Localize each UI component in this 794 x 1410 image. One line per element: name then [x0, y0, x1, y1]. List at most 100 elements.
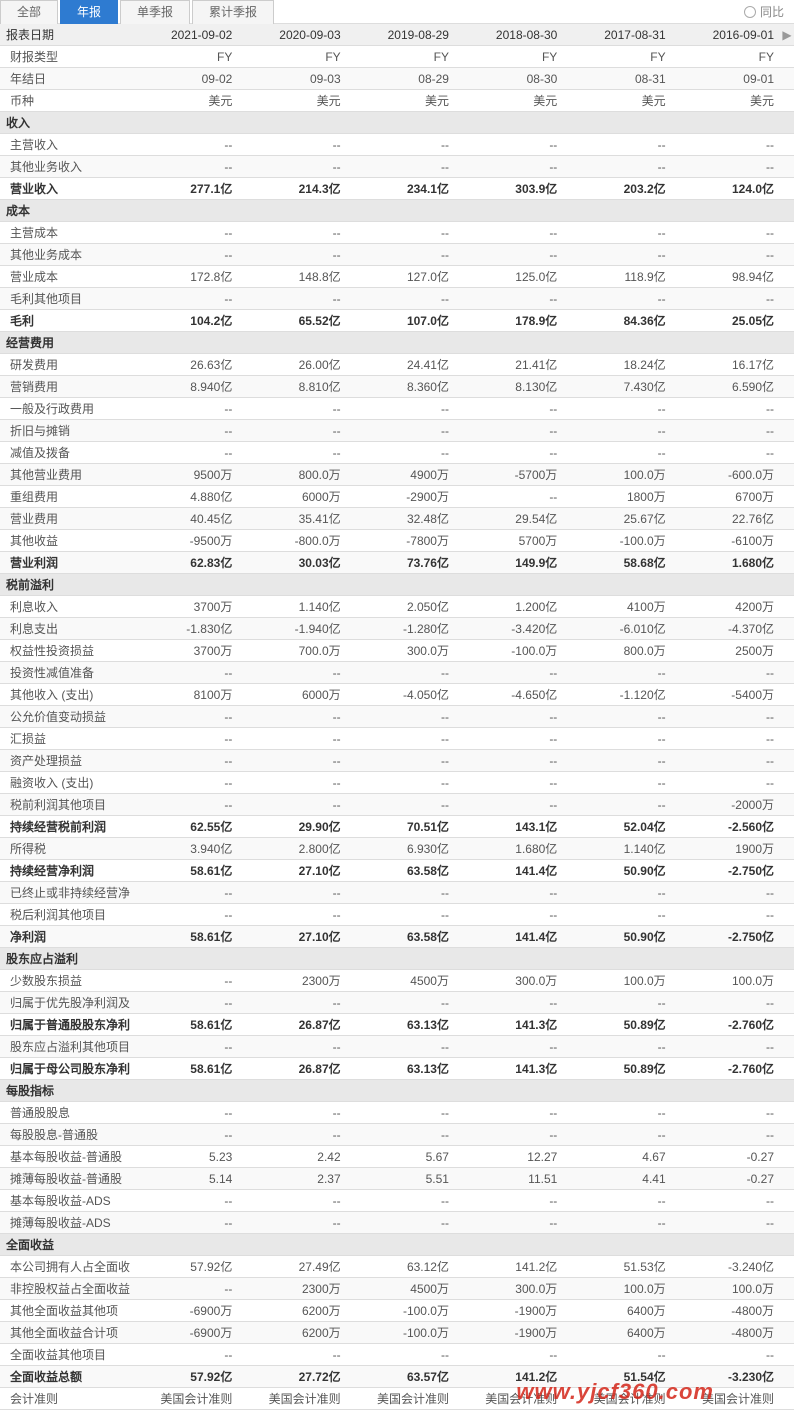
cell: -9500万: [130, 530, 238, 552]
table-row: 本公司拥有人占全面收益总额57.92亿27.49亿63.12亿141.2亿51.…: [0, 1256, 794, 1278]
cell: 149.9亿: [455, 552, 563, 574]
cell: 125.0亿: [455, 266, 563, 288]
cell: 6200万: [238, 1300, 346, 1322]
cell: --: [238, 398, 346, 420]
tab-single-q[interactable]: 单季报: [120, 0, 190, 24]
cell: --: [130, 222, 238, 244]
yoy-toggle[interactable]: 同比: [744, 3, 794, 20]
yoy-label: 同比: [760, 3, 784, 20]
cell: --: [347, 728, 455, 750]
cell: 84.36亿: [563, 310, 671, 332]
table-row: 营业成本172.8亿148.8亿127.0亿125.0亿118.9亿98.94亿: [0, 266, 794, 288]
table-row: 税前利润其他项目-----------2000万: [0, 794, 794, 816]
cell: 700.0万: [238, 640, 346, 662]
cell: -6900万: [130, 1300, 238, 1322]
cell: 98.94亿: [672, 266, 780, 288]
cell: 8.810亿: [238, 376, 346, 398]
cell: -2.750亿: [672, 926, 780, 948]
table-row: 全面收益其他项目------------: [0, 1344, 794, 1366]
row-label: 利息支出: [0, 618, 130, 640]
table-row: 其他全面收益其他项-6900万6200万-100.0万-1900万6400万-4…: [0, 1300, 794, 1322]
cell: --: [130, 772, 238, 794]
col-header-label: 报表日期: [0, 24, 130, 46]
cell: 6700万: [672, 486, 780, 508]
row-label: 普通股股息: [0, 1102, 130, 1124]
cell: 1900万: [672, 838, 780, 860]
cell: --: [130, 706, 238, 728]
cell: 2500万: [672, 640, 780, 662]
cell: 25.67亿: [563, 508, 671, 530]
cell: 6000万: [238, 684, 346, 706]
cell: 29.90亿: [238, 816, 346, 838]
table-row: 其他收益-9500万-800.0万-7800万5700万-100.0万-6100…: [0, 530, 794, 552]
row-label: 汇损益: [0, 728, 130, 750]
cell: 美元: [563, 90, 671, 112]
cell: --: [455, 134, 563, 156]
table-row: 每股股息-普通股------------: [0, 1124, 794, 1146]
row-label: 持续经营净利润: [0, 860, 130, 882]
cell: --: [455, 794, 563, 816]
table-row: 主营成本------------: [0, 222, 794, 244]
cell: --: [455, 992, 563, 1014]
cell: 2300万: [238, 1278, 346, 1300]
cell: 26.87亿: [238, 1058, 346, 1080]
table-row: 基本每股收益-ADS------------: [0, 1190, 794, 1212]
table-row: 权益性投资损益3700万700.0万300.0万-100.0万800.0万250…: [0, 640, 794, 662]
table-row: 普通股股息------------: [0, 1102, 794, 1124]
cell: --: [347, 992, 455, 1014]
cell: 35.41亿: [238, 508, 346, 530]
cell: --: [238, 728, 346, 750]
row-label: 净利润: [0, 926, 130, 948]
row-label: 其他业务成本: [0, 244, 130, 266]
cell: --: [347, 420, 455, 442]
scroll-right-icon[interactable]: ▶: [780, 24, 794, 46]
cell: 63.12亿: [347, 1256, 455, 1278]
cell: 5.67: [347, 1146, 455, 1168]
cell: 1.140亿: [238, 596, 346, 618]
table-row: 折旧与摊销------------: [0, 420, 794, 442]
cell: 11.51: [455, 1168, 563, 1190]
section-row: 全面收益: [0, 1234, 794, 1256]
row-label: 持续经营税前利润: [0, 816, 130, 838]
tab-all[interactable]: 全部: [0, 0, 58, 24]
cell: --: [130, 750, 238, 772]
row-label: 成本: [0, 200, 794, 222]
cell: --: [563, 134, 671, 156]
cell: --: [455, 1190, 563, 1212]
table-row: 股东应占溢利其他项目------------: [0, 1036, 794, 1058]
cell: 141.2亿: [455, 1256, 563, 1278]
row-label: 全面收益总额: [0, 1366, 130, 1388]
cell: --: [672, 288, 780, 310]
cell: 65.52亿: [238, 310, 346, 332]
col-header-date: 2019-08-29: [347, 24, 455, 46]
row-label: 归属于母公司股东净利润: [0, 1058, 130, 1080]
cell: -1900万: [455, 1322, 563, 1344]
tab-annual[interactable]: 年报: [60, 0, 118, 24]
cell: 4.880亿: [130, 486, 238, 508]
cell: 18.24亿: [563, 354, 671, 376]
tab-cum-q[interactable]: 累计季报: [192, 0, 274, 24]
cell: 100.0万: [672, 1278, 780, 1300]
cell: --: [130, 288, 238, 310]
cell: --: [130, 970, 238, 992]
cell: --: [563, 156, 671, 178]
table-row: 非控股权益占全面收益总额--2300万4500万300.0万100.0万100.…: [0, 1278, 794, 1300]
col-header-date: 2021-09-02: [130, 24, 238, 46]
row-label: 折旧与摊销: [0, 420, 130, 442]
cell: --: [455, 288, 563, 310]
cell: 143.1亿: [455, 816, 563, 838]
table-row: 归属于母公司股东净利润58.61亿26.87亿63.13亿141.3亿50.89…: [0, 1058, 794, 1080]
row-label: 利息收入: [0, 596, 130, 618]
table-row: 基本每股收益-普通股5.232.425.6712.274.67-0.27: [0, 1146, 794, 1168]
cell: 40.45亿: [130, 508, 238, 530]
cell: 2300万: [238, 970, 346, 992]
cell: --: [238, 1102, 346, 1124]
cell: --: [130, 1212, 238, 1234]
cell: --: [563, 1344, 671, 1366]
cell: -4.370亿: [672, 618, 780, 640]
cell: FY: [130, 46, 238, 68]
cell: FY: [672, 46, 780, 68]
cell: 2.800亿: [238, 838, 346, 860]
cell: 800.0万: [563, 640, 671, 662]
cell: --: [347, 1036, 455, 1058]
